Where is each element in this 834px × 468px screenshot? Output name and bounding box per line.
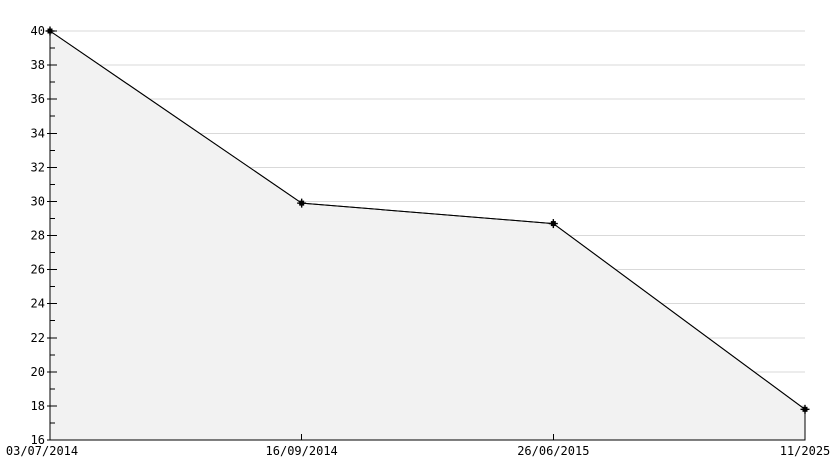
y-axis-tick-label: 22 <box>31 331 45 345</box>
y-axis-tick-label: 32 <box>31 160 45 174</box>
y-axis-tick-label: 34 <box>31 126 45 140</box>
data-line <box>49 30 806 410</box>
y-axis-tick-label: 26 <box>31 263 45 277</box>
y-axis-tick-label: 28 <box>31 229 45 243</box>
y-axis-tick-label: 18 <box>31 399 45 413</box>
data-point-marker <box>802 406 808 412</box>
y-axis-tick-label: 36 <box>31 92 45 106</box>
y-axis-tick-label: 20 <box>31 365 45 379</box>
y-axis-tick-label: 24 <box>31 297 45 311</box>
x-axis-tick-label: 11/2025 <box>780 444 831 458</box>
y-axis-tick-label: 16 <box>31 433 45 447</box>
data-point-marker <box>299 200 305 206</box>
x-axis-tick-label: 16/09/2014 <box>266 444 338 458</box>
x-axis-tick-label: 26/06/2015 <box>517 444 589 458</box>
x-axis-tick-label: 03/07/2014 <box>6 444 78 458</box>
y-axis-tick-label: 30 <box>31 194 45 208</box>
y-axis-tick-label: 38 <box>31 58 45 72</box>
y-axis-tick-label: 40 <box>31 24 45 38</box>
data-point-marker <box>550 221 556 227</box>
